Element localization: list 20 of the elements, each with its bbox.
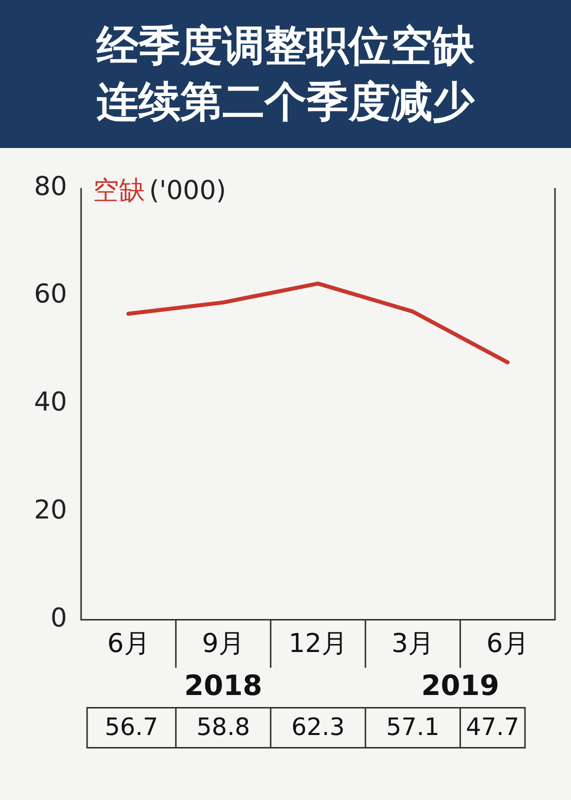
x-tick-label: 6月	[486, 629, 529, 660]
chart-title: 经季度调整职位空缺连续第二个季度减少	[95, 20, 476, 128]
data-label: 57.1	[386, 713, 440, 742]
x-tick-label: 6月	[107, 629, 150, 660]
data-label: 47.7	[466, 713, 520, 742]
text: 2019	[421, 669, 500, 702]
y-tick-label: 0	[50, 604, 68, 634]
y-tick-label: 60	[34, 280, 68, 310]
x-tick-label: 12月	[288, 629, 348, 660]
y-tick-label: 40	[34, 388, 68, 418]
y-axis-title: ('000)	[149, 176, 226, 206]
x-tick-label: 9月	[202, 629, 245, 660]
y-tick-label: 20	[34, 496, 68, 526]
data-label: 62.3	[291, 713, 345, 742]
data-label: 58.8	[196, 713, 250, 742]
text: 2018	[184, 669, 262, 702]
text: 空缺	[93, 176, 146, 206]
data-label: 56.7	[104, 713, 158, 742]
x-tick-label: 3月	[392, 629, 434, 660]
y-tick-label: 80	[34, 172, 68, 202]
